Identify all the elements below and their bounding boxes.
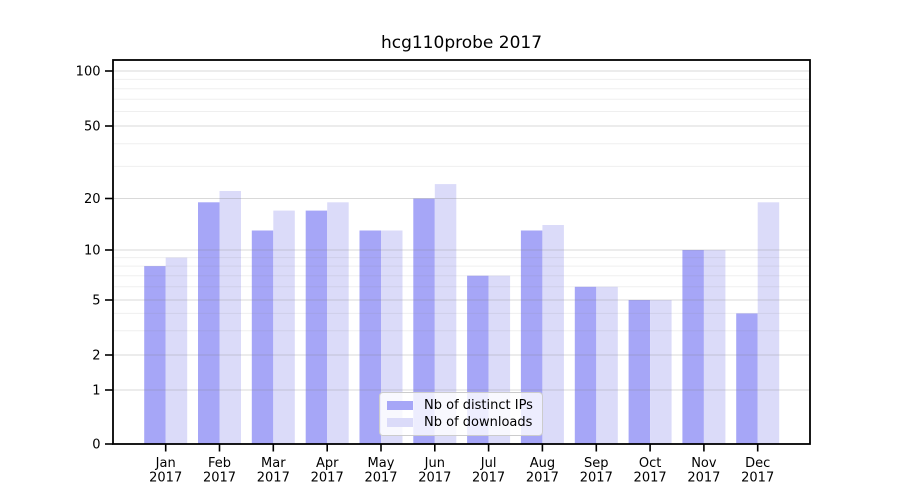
x-tick-label-month-may: May [368, 456, 395, 471]
x-tick-label-month-mar: Mar [261, 456, 286, 471]
x-tick-label-month-jul: Jul [480, 456, 497, 471]
y-tick-label-50: 50 [84, 120, 101, 135]
plot-border [112, 59, 811, 445]
bar-dec-ips [736, 313, 758, 444]
x-tick-label-year-jun: 2017 [418, 471, 451, 486]
x-tick-label-year-jan: 2017 [149, 471, 182, 486]
x-tick-label-month-jun: Jun [424, 456, 445, 471]
bar-may-ips [359, 230, 381, 444]
bar-may-downloads [381, 230, 403, 444]
bar-jun-ips [413, 198, 435, 444]
legend: Nb of distinct IPs Nb of downloads [379, 392, 543, 436]
x-tick-label-month-aug: Aug [530, 456, 555, 471]
bar-mar-ips [251, 230, 274, 444]
legend-swatch-distinct-ips [387, 401, 413, 410]
legend-swatch-downloads [387, 418, 413, 427]
chart-title: hcg110probe 2017 [380, 33, 543, 53]
x-tick-label-year-aug: 2017 [526, 471, 559, 486]
bar-aug-ips [520, 230, 543, 444]
bar-jan-ips [144, 266, 166, 444]
y-tick-label-100: 100 [76, 65, 101, 80]
bar-sep-ips [574, 286, 597, 444]
bar-feb-ips [198, 202, 220, 444]
x-tick-label-year-oct: 2017 [634, 471, 667, 486]
x-tick-label-year-may: 2017 [364, 471, 397, 486]
x-tick-label-year-mar: 2017 [257, 471, 290, 486]
y-tick-label-0: 0 [92, 438, 100, 453]
bar-oct-ips [628, 300, 651, 444]
y-tick-label-20: 20 [84, 192, 101, 207]
bar-mar-downloads [273, 210, 295, 444]
x-tick-label-year-jul: 2017 [472, 471, 505, 486]
x-tick-label-month-feb: Feb [208, 456, 231, 471]
bar-oct-downloads [650, 300, 672, 444]
x-tick-label-month-dec: Dec [745, 456, 770, 471]
legend-item-distinct-ips: Nb of distinct IPs [380, 399, 542, 412]
x-tick-label-month-oct: Oct [639, 456, 661, 471]
x-tick-label-year-sep: 2017 [580, 471, 613, 486]
y-tick-label-5: 5 [92, 294, 100, 309]
x-tick-label-year-feb: 2017 [203, 471, 236, 486]
bar-aug-downloads [542, 225, 564, 444]
y-tick-label-1: 1 [92, 384, 100, 399]
x-tick-label-year-dec: 2017 [741, 471, 774, 486]
bar-apr-ips [305, 210, 328, 444]
legend-label-downloads: Nb of downloads [424, 415, 533, 430]
x-tick-label-month-apr: Apr [316, 456, 339, 471]
bar-sep-downloads [596, 286, 618, 444]
bar-nov-ips [682, 250, 704, 444]
x-tick-label-month-sep: Sep [584, 456, 609, 471]
y-tick-label-2: 2 [92, 349, 100, 364]
bar-nov-downloads [703, 250, 726, 444]
legend-label-distinct-ips: Nb of distinct IPs [424, 398, 533, 413]
x-tick-label-month-nov: Nov [691, 456, 717, 471]
bar-feb-downloads [219, 191, 241, 444]
bar-dec-downloads [757, 202, 780, 444]
bar-jan-downloads [165, 257, 188, 444]
x-tick-label-month-jan: Jan [155, 456, 176, 471]
bar-apr-downloads [327, 202, 349, 444]
x-tick-label-year-nov: 2017 [687, 471, 720, 486]
legend-item-downloads: Nb of downloads [380, 416, 542, 429]
x-tick-label-year-apr: 2017 [311, 471, 344, 486]
y-tick-label-10: 10 [84, 244, 101, 259]
bar-jun-downloads [434, 184, 457, 444]
